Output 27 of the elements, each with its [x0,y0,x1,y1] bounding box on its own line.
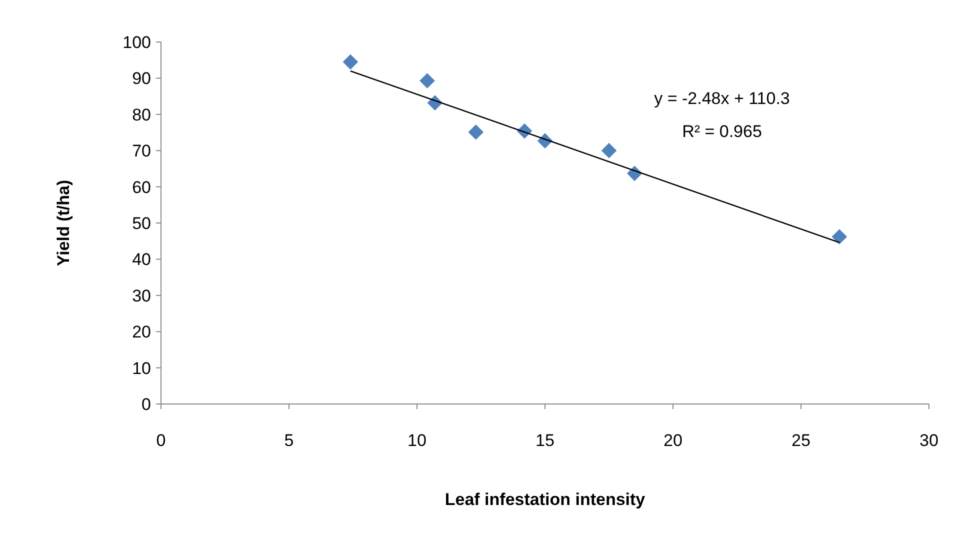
y-tick-label: 80 [132,105,151,124]
y-tick-label: 100 [122,32,151,52]
y-tick-label: 0 [142,394,151,414]
x-tick-label: 25 [792,431,810,450]
y-tick-label: 30 [132,286,151,306]
y-axis-title: Yield (t/ha) [54,180,73,266]
x-tick-label: 5 [284,431,294,450]
x-tick-label: 10 [408,431,426,450]
point [601,142,617,158]
y-tick-label: 90 [132,69,151,88]
point [832,229,848,244]
x-tick-label: 15 [536,431,554,450]
x-tick-label: 30 [920,431,938,450]
x-tick-label: 20 [664,431,682,450]
y-tick-label: 20 [132,322,151,342]
x-axis-title: Leaf infestation intensity [444,490,646,509]
y-tick-label: 60 [132,178,151,197]
y-tick-label: 40 [132,250,151,270]
x-tick-label: 0 [156,431,166,450]
point [468,124,484,140]
point [420,73,435,88]
y-tick-label: 50 [132,214,151,233]
annotation: R² = 0.965 [682,122,762,141]
annotation: y = -2.48x + 110.3 [654,89,790,108]
y-tick-label: 10 [132,358,151,378]
point [342,54,358,70]
y-tick-label: 70 [132,142,151,161]
